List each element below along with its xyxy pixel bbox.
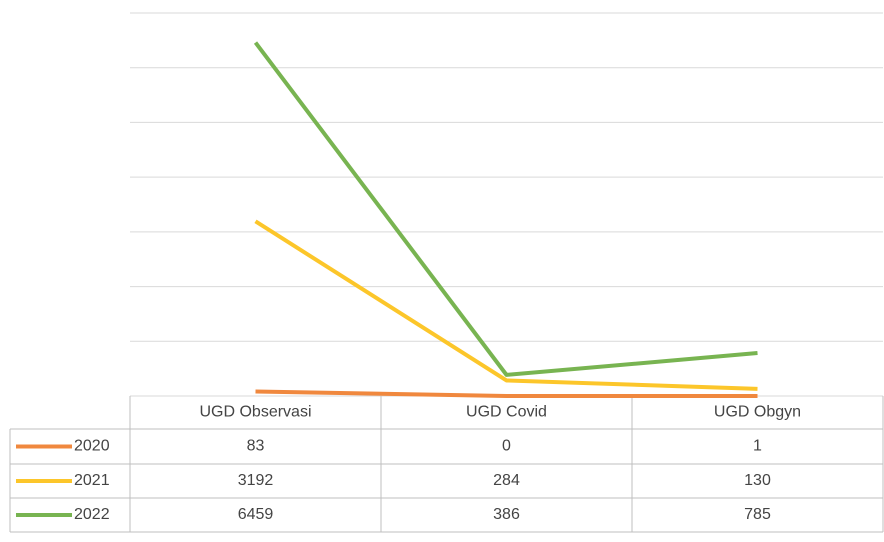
table-value: 130	[744, 472, 771, 489]
table-value: 284	[493, 472, 520, 489]
table-value: 386	[493, 506, 520, 523]
table-value: 0	[502, 438, 511, 455]
table-value: 3192	[238, 472, 274, 489]
legend-label: 2020	[74, 438, 110, 455]
category-label: UGD Covid	[466, 404, 547, 421]
category-label: UGD Obgyn	[714, 404, 801, 421]
legend-label: 2021	[74, 472, 110, 489]
table-value: 83	[247, 438, 265, 455]
table-value: 785	[744, 506, 771, 523]
table-value: 6459	[238, 506, 274, 523]
category-label: UGD Observasi	[199, 404, 311, 421]
series-line	[255, 389, 758, 398]
series-line	[253, 41, 758, 377]
table-value: 1	[753, 438, 762, 455]
legend-label: 2022	[74, 506, 110, 523]
series-line	[254, 219, 758, 391]
